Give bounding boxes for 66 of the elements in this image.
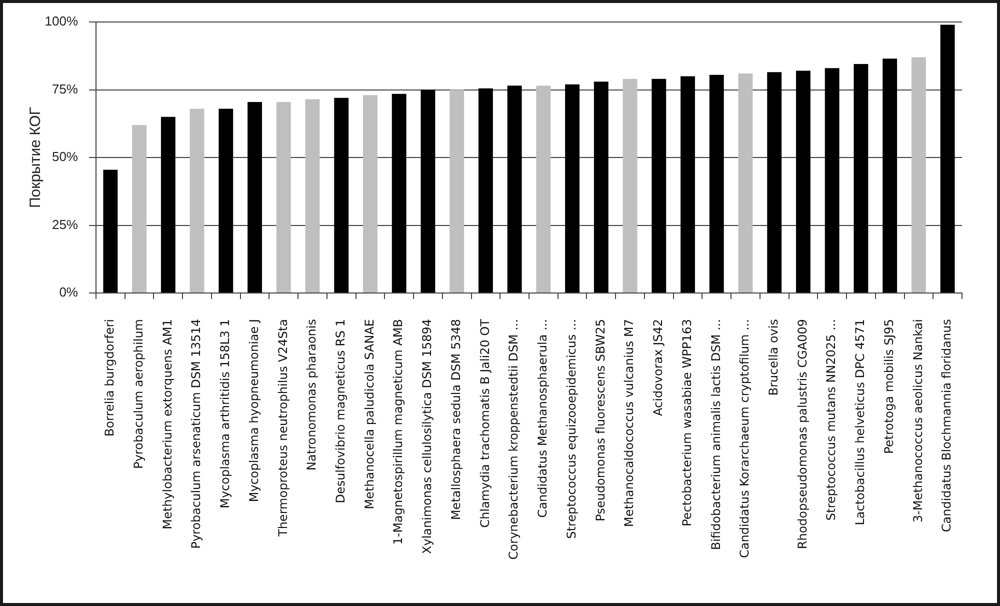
x-tick-label: Mycoplasma hyopneumoniae J [246, 319, 261, 502]
x-tick-label: Pseudomonas fluorescens SBW25 [593, 319, 608, 522]
x-tick-label: Corynebacterium kroppenstedtii DSM ... [506, 319, 521, 560]
x-tick-label: Pyrobaculum aerophilum [131, 319, 146, 469]
y-tick-label: 0% [59, 284, 78, 300]
x-tick-label: 3-Methanococcus aeolicus Nankai [910, 319, 925, 522]
bar [940, 24, 955, 292]
x-tick-label: Acidovorax JS42 [651, 319, 666, 416]
x-tick-label: Xylanimonas cellulosilytica DSM 15894 [420, 319, 434, 554]
y-tick-label: 25% [52, 216, 78, 232]
x-tick-label: Candidatus Korarchaeum cryptofilum ... [738, 319, 752, 558]
bar [536, 86, 551, 292]
x-tick-label: Brucella ovis [766, 319, 780, 396]
x-tick-label: Candidatus Blochmannia floridanus [940, 319, 954, 532]
bar [478, 88, 493, 292]
bar [680, 76, 695, 292]
x-tick-label: Lactobacillus helveticus DPC 4571 [853, 319, 868, 526]
y-axis-title: Покрытие КОГ [27, 107, 44, 208]
x-tick-label: Thermoproteus neutrophilus V24Sta [276, 319, 290, 538]
bar [190, 108, 204, 292]
x-tick-label: Petrotoga mobilis SJ95 [882, 319, 896, 454]
bar [132, 124, 147, 292]
x-tick-label: Streptococcus equizooepidemicus ... [564, 319, 578, 539]
x-tick-label: Metallosphaera sedula DSM 5348 [448, 319, 463, 520]
bar [420, 90, 436, 292]
bar [363, 95, 378, 292]
bar [507, 86, 522, 292]
x-tick-label: Borrelia burgdorferi [102, 319, 117, 437]
bar [767, 72, 782, 292]
y-tick-label: 100% [44, 14, 78, 29]
bar [594, 82, 608, 292]
bar [796, 70, 810, 292]
bar [622, 78, 638, 292]
y-tick-label: 50% [52, 149, 78, 164]
bar [276, 102, 291, 292]
x-tick-label: Rhodopseudomonas palustris CGA009 [795, 319, 810, 550]
x-tick-label: 1-Magnetospirillum magneticum AMB [391, 319, 406, 545]
x-tick-label: Pectobacterium wasabiae WPP163 [680, 319, 694, 526]
x-tick-label: Natronomonas pharaonis [304, 319, 319, 470]
bar [392, 94, 406, 292]
bar [334, 98, 349, 292]
bar [248, 102, 262, 292]
bar [854, 64, 868, 292]
bar [450, 90, 464, 292]
x-tick-label: Streptococcus mutans NN2025 ... [824, 319, 838, 521]
bar [565, 84, 580, 292]
x-tick-label: Chlamydia trachomatis B Jali20 OT [478, 318, 492, 528]
x-tick-label: Methylobacterium extorquens AM1 [160, 319, 174, 530]
bar [882, 58, 898, 292]
bar [103, 170, 118, 292]
bar [709, 74, 724, 292]
x-tick-label: Mycoplasma arthritidis 158L3 1 [218, 319, 232, 508]
x-tick-label: Methanocaldococcus vulcanius M7 [622, 319, 636, 527]
bar [652, 78, 666, 292]
bar [738, 73, 753, 292]
bar [160, 116, 176, 292]
bar [824, 68, 840, 292]
x-tick-label: Candidatus Methanosphaerula ... [536, 319, 550, 518]
x-tick-label: Bifidobacterium animalis lactis DSM ... [708, 319, 723, 550]
bar [218, 108, 234, 292]
x-tick-label: Desulfovibrio magneticus RS 1 [333, 319, 348, 504]
y-tick-label: 75% [52, 81, 78, 96]
bar [911, 57, 926, 292]
x-tick-label: Pyrobaculum arsenaticum DSM 13514 [189, 319, 204, 549]
x-tick-label: Methanocella paludicola SANAE [362, 319, 376, 510]
bar [305, 99, 320, 292]
